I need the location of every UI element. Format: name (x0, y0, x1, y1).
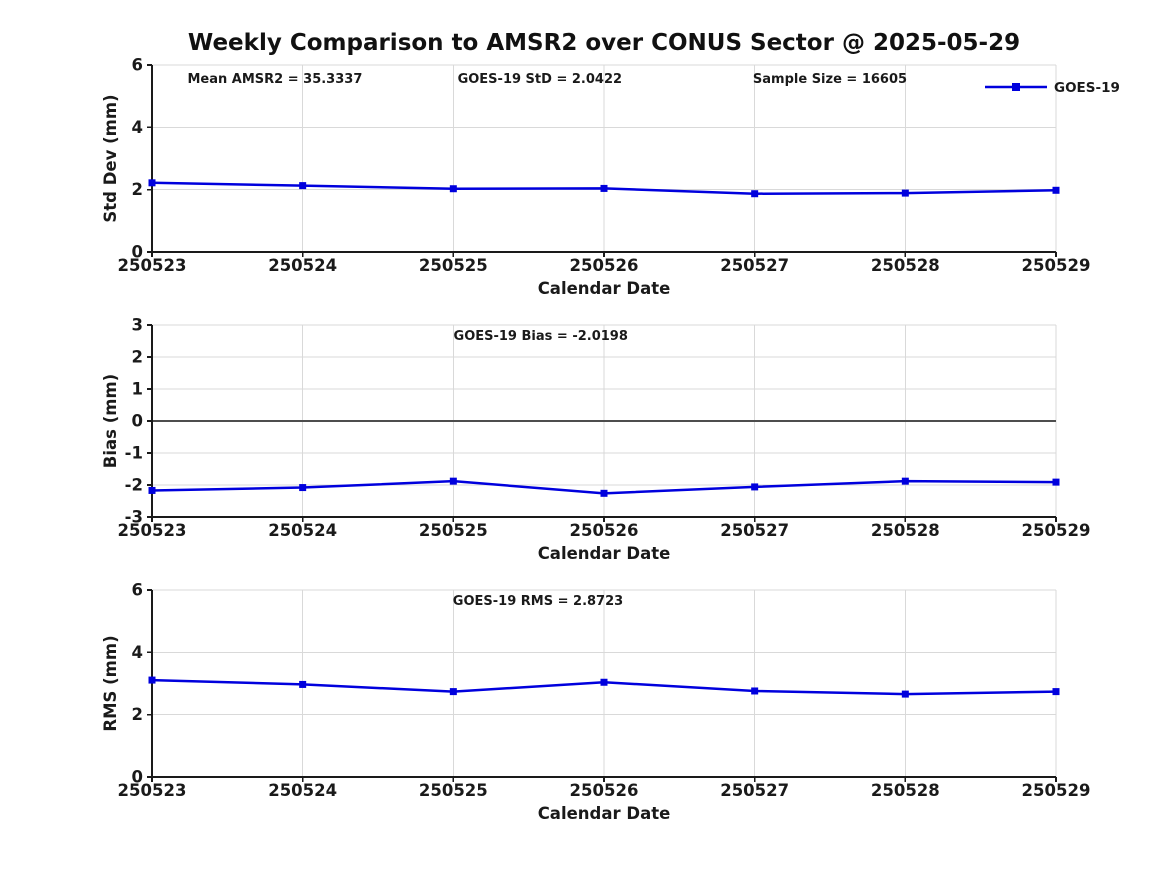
rms-data-marker (1052, 688, 1060, 696)
x-tick-label: 250527 (720, 781, 789, 800)
rms-data-marker (751, 687, 759, 695)
bias-data-marker (751, 483, 759, 491)
x-tick-label: 250524 (268, 256, 337, 275)
x-tick-label: 250529 (1022, 521, 1091, 540)
y-tick-label: 3 (132, 316, 143, 335)
x-axis-label: Calendar Date (538, 804, 671, 823)
x-tick-label: 250523 (118, 256, 187, 275)
x-tick-label: 250523 (118, 781, 187, 800)
bias-data-marker (148, 486, 156, 494)
x-tick-label: 250524 (268, 781, 337, 800)
y-axis-label: Std Dev (mm) (101, 94, 120, 222)
x-tick-label: 250526 (570, 781, 639, 800)
x-axis-label: Calendar Date (538, 279, 671, 298)
stddev-data-marker (901, 189, 909, 197)
annotation-rms: GOES-19 RMS = 2.8723 (453, 594, 623, 609)
bias-data-marker (449, 477, 457, 485)
x-tick-label: 250524 (268, 521, 337, 540)
x-tick-label: 250525 (419, 781, 488, 800)
stddev-data-marker (148, 179, 156, 187)
annotation-bias: GOES-19 Bias = -2.0198 (454, 329, 628, 344)
y-tick-label: 6 (132, 56, 143, 75)
subplot-stddev: 250523 250524 250525 250526 250527 250528 2505… (101, 56, 1120, 299)
legend-marker-sample (1012, 83, 1020, 91)
bias-data-marker (901, 477, 909, 485)
y-tick-label: 4 (132, 118, 143, 137)
stddev-data-marker (600, 184, 608, 192)
x-tick-label: 250528 (871, 521, 940, 540)
y-tick-label: 4 (132, 643, 143, 662)
y-tick-label: -1 (125, 444, 143, 463)
chart-title: Weekly Comparison to AMSR2 over CONUS Se… (187, 30, 1021, 56)
bias-data-marker (299, 484, 307, 492)
rms-data-marker (449, 688, 457, 696)
rms-data-marker (148, 676, 156, 684)
x-tick-label: 250528 (871, 781, 940, 800)
annotation-stddev: Sample Size = 16605 (753, 72, 907, 87)
subplot-rms: 250523 250524 250525 250526 250527 250528 2505… (101, 581, 1091, 824)
y-tick-label: -3 (125, 508, 143, 527)
y-tick-label: 2 (132, 348, 143, 367)
y-tick-label: 2 (132, 705, 143, 724)
x-tick-label: 250525 (419, 256, 488, 275)
x-axis-label: Calendar Date (538, 544, 671, 563)
y-tick-label: 1 (132, 380, 143, 399)
x-tick-label: 250527 (720, 521, 789, 540)
rms-data-marker (600, 678, 608, 686)
subplot-bias: 250523 250524 250525 250526 250527 250528 2505… (101, 316, 1091, 564)
y-axis-label: Bias (mm) (101, 374, 120, 468)
x-tick-label: 250526 (570, 521, 639, 540)
legend-label: GOES-19 (1054, 80, 1120, 96)
annotation-stddev: GOES-19 StD = 2.0422 (458, 72, 622, 87)
y-tick-label: 0 (132, 243, 143, 262)
y-tick-label: -2 (125, 476, 143, 495)
x-tick-label: 250523 (118, 521, 187, 540)
stddev-data-marker (299, 182, 307, 190)
x-tick-label: 250529 (1022, 256, 1091, 275)
annotation-stddev: Mean AMSR2 = 35.3337 (187, 72, 362, 87)
y-tick-label: 0 (132, 768, 143, 787)
bias-data-marker (600, 489, 608, 497)
x-tick-label: 250525 (419, 521, 488, 540)
x-tick-label: 250527 (720, 256, 789, 275)
x-tick-label: 250529 (1022, 781, 1091, 800)
y-tick-label: 0 (132, 412, 143, 431)
y-tick-label: 6 (132, 581, 143, 600)
stddev-data-marker (1052, 186, 1060, 194)
x-tick-label: 250528 (871, 256, 940, 275)
rms-data-marker (299, 680, 307, 688)
rms-data-marker (901, 690, 909, 698)
x-tick-label: 250526 (570, 256, 639, 275)
stddev-data-marker (751, 190, 759, 198)
stddev-data-marker (449, 185, 457, 193)
y-tick-label: 2 (132, 180, 143, 199)
y-axis-label: RMS (mm) (101, 635, 120, 731)
bias-data-marker (1052, 478, 1060, 486)
